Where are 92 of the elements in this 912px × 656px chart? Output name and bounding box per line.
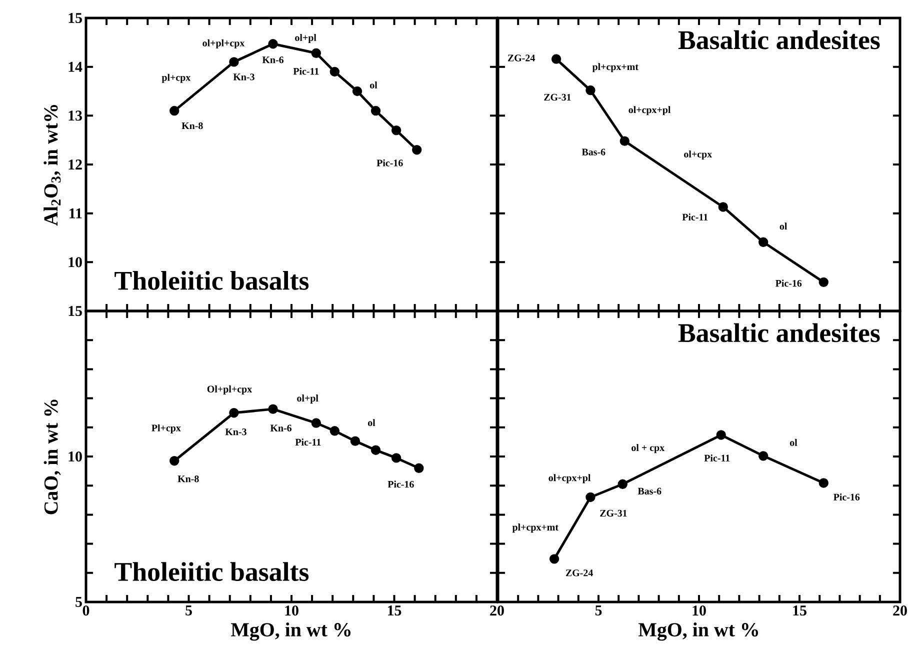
point: [718, 202, 728, 212]
annotation: Pl+cpx: [152, 424, 181, 434]
annotation: ol+pl+cpx: [202, 39, 245, 48]
y-tick-label: 13: [68, 110, 82, 121]
x-tick-label: 5: [595, 606, 602, 616]
text: Tholeiitic basalts: [114, 562, 309, 582]
point: [618, 479, 628, 489]
annotation: Kn-3: [225, 428, 246, 436]
x-tick-label: 20: [490, 606, 504, 616]
chart-title: Basaltic andesites: [678, 323, 880, 342]
y-tick-label: 14: [68, 62, 82, 72]
point: [311, 418, 322, 428]
annotation: ol+cpx+pl: [628, 106, 671, 116]
annotation: ol + cpx: [632, 444, 665, 454]
point: [350, 436, 360, 446]
annotation: Ol+pl+cpx: [207, 385, 252, 394]
x-tick-label: 10: [285, 606, 298, 616]
point: [620, 136, 630, 146]
x-tick-label: 15: [793, 606, 806, 616]
point: [818, 277, 828, 288]
point: [311, 48, 322, 58]
point: [586, 492, 596, 502]
annotation: ol+pl: [297, 394, 318, 404]
text: Tholeiitic basalts: [114, 270, 309, 290]
y-tick-label: 10: [68, 451, 82, 462]
annotation: pl+cpx: [162, 74, 191, 83]
point: [330, 426, 340, 436]
annotation: ol: [368, 419, 376, 426]
point: [229, 408, 239, 418]
annotation: Kn-6: [270, 424, 292, 432]
annotation: Pic-16: [388, 480, 414, 488]
point: [268, 39, 278, 49]
annotation: Pic-11: [293, 68, 319, 75]
annotation: ZG-24: [566, 570, 593, 576]
point: [170, 106, 180, 116]
y-tick-label: 15: [68, 12, 82, 23]
y-tick-label: 5: [76, 597, 82, 607]
point: [170, 456, 180, 466]
y-tick-label: 12: [68, 160, 82, 170]
annotation: Pic-11: [704, 454, 730, 462]
annotation: ZG-31: [600, 510, 627, 517]
annotation: Bas-6: [638, 488, 662, 494]
x-tick-label: 20: [893, 606, 907, 616]
annotation: pl+cpx+mt: [592, 63, 638, 72]
annotation: Kn-6: [262, 56, 284, 64]
annotation: ol: [790, 438, 798, 446]
y-tick-label: 15: [68, 306, 82, 316]
x-tick-label: 15: [388, 606, 402, 616]
point: [370, 106, 381, 116]
x-tick-label: 5: [186, 606, 192, 616]
y-axis-title: Al$_{2}$O$_{3}$, in wt%: [44, 104, 61, 226]
y-tick-label: 10: [68, 257, 82, 268]
point: [758, 451, 768, 461]
point: [414, 463, 424, 473]
x-axis-title: MgO, in wt %: [230, 622, 350, 641]
annotation: ol+cpx+pl: [548, 474, 591, 484]
x-tick-label: 10: [692, 606, 706, 616]
point: [391, 453, 402, 463]
chart-title: Basaltic andesites: [678, 30, 880, 50]
annotation: Kn-8: [178, 476, 199, 482]
point: [818, 478, 828, 488]
annotation: ol: [780, 222, 788, 230]
point: [391, 125, 402, 136]
annotation: ZG-31: [544, 94, 571, 101]
annotation: Pic-16: [376, 159, 403, 166]
annotation: Kn-8: [182, 122, 203, 130]
point: [370, 445, 381, 455]
point: [268, 404, 278, 414]
point: [551, 54, 562, 64]
y-axis-title: CaO, in wt %: [44, 400, 61, 514]
annotation: Kn-3: [233, 74, 254, 80]
point: [352, 86, 362, 96]
annotation: ZG-24: [508, 54, 535, 62]
annotation: Pic-16: [776, 280, 802, 287]
x-tick-label: 0: [82, 606, 90, 616]
point: [330, 66, 340, 77]
annotation: ol+cpx: [684, 150, 712, 160]
annotation: Pic-16: [834, 493, 860, 500]
point: [549, 554, 560, 564]
annotation: pl+cpx+mt: [512, 524, 558, 533]
annotation: ol: [370, 82, 378, 89]
point: [586, 85, 596, 96]
y-tick-label: 11: [70, 208, 82, 218]
point: [716, 430, 726, 440]
annotation: Pic-11: [295, 438, 321, 446]
point: [229, 57, 239, 67]
annotation: Bas-6: [582, 148, 606, 156]
point: [758, 237, 768, 247]
point: [412, 144, 422, 155]
annotation: Pic-11: [682, 213, 708, 220]
annotation: ol+pl: [295, 34, 316, 44]
x-axis-title: MgO, in wt %: [638, 622, 758, 641]
